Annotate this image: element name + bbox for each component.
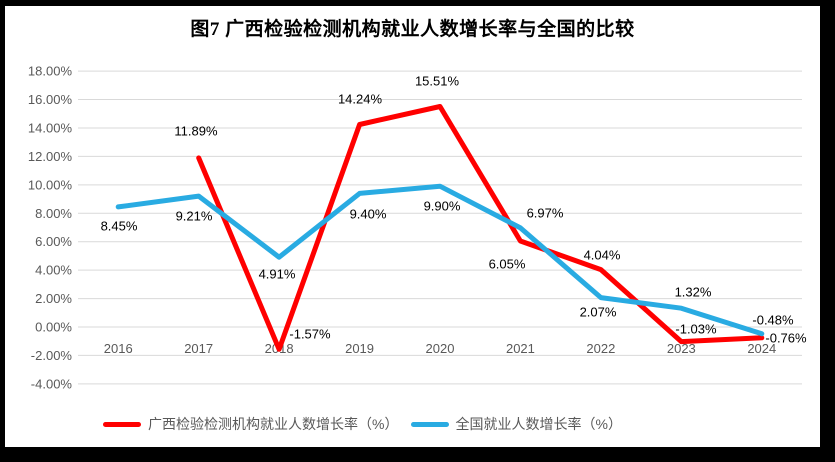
- legend-label-guangxi: 广西检验检测机构就业人数增长率（%）: [148, 416, 399, 432]
- svg-text:2016: 2016: [104, 341, 133, 356]
- svg-text:2017: 2017: [184, 341, 213, 356]
- legend-item-guangxi: 广西检验检测机构就业人数增长率（%）: [103, 414, 399, 434]
- svg-text:18.00%: 18.00%: [28, 64, 73, 79]
- chart-title: 图7 广西检验检测机构就业人数增长率与全国的比较: [190, 19, 635, 40]
- svg-text:11.89%: 11.89%: [174, 124, 218, 139]
- line-chart-canvas: 18.00% 16.00% 14.00% 12.00% 10.00% 8.00% 6.00%…: [28, 64, 807, 392]
- svg-text:2021: 2021: [506, 341, 535, 356]
- legend-item-national: 全国就业人数增长率（%）: [410, 414, 622, 434]
- svg-text:6.97%: 6.97%: [527, 206, 564, 221]
- legend-swatch-blue-line: [410, 421, 449, 427]
- svg-text:16.00%: 16.00%: [28, 92, 73, 107]
- svg-text:9.21%: 9.21%: [176, 209, 213, 224]
- svg-text:8.45%: 8.45%: [101, 219, 138, 234]
- chart-area: 图7 广西检验检测机构就业人数增长率与全国的比较 18.00% 16.00% 14.…: [5, 6, 820, 447]
- svg-text:2020: 2020: [426, 341, 455, 356]
- svg-text:9.90%: 9.90%: [424, 199, 461, 214]
- svg-text:2019: 2019: [345, 341, 374, 356]
- svg-text:4.91%: 4.91%: [259, 267, 296, 282]
- svg-text:8.00%: 8.00%: [35, 206, 72, 221]
- svg-text:-4.00%: -4.00%: [31, 376, 73, 391]
- svg-text:2022: 2022: [586, 341, 615, 356]
- svg-text:2023: 2023: [667, 341, 696, 356]
- svg-text:10.00%: 10.00%: [28, 177, 73, 192]
- svg-text:2024: 2024: [747, 341, 776, 356]
- legend-label-national: 全国就业人数增长率（%）: [455, 416, 622, 432]
- svg-text:4.00%: 4.00%: [35, 263, 72, 278]
- svg-text:-0.48%: -0.48%: [752, 313, 794, 328]
- svg-text:-2.00%: -2.00%: [31, 348, 73, 363]
- svg-text:12.00%: 12.00%: [28, 149, 73, 164]
- svg-text:2.07%: 2.07%: [580, 305, 617, 320]
- svg-text:-1.03%: -1.03%: [675, 322, 717, 337]
- chart-legend: 广西检验检测机构就业人数增长率（%） 全国就业人数增长率（%）: [0, 413, 770, 435]
- svg-text:0.00%: 0.00%: [35, 320, 72, 335]
- svg-text:6.05%: 6.05%: [489, 257, 526, 272]
- svg-text:2.00%: 2.00%: [35, 291, 72, 306]
- legend-swatch-red-line: [103, 421, 142, 427]
- svg-text:9.40%: 9.40%: [350, 207, 387, 222]
- svg-text:1.32%: 1.32%: [675, 285, 712, 300]
- svg-text:14.00%: 14.00%: [28, 120, 73, 135]
- svg-text:15.51%: 15.51%: [415, 74, 460, 89]
- svg-text:-0.76%: -0.76%: [765, 331, 807, 346]
- svg-text:14.24%: 14.24%: [338, 92, 383, 107]
- svg-text:4.04%: 4.04%: [584, 248, 621, 263]
- svg-text:-1.57%: -1.57%: [289, 327, 331, 342]
- svg-text:6.00%: 6.00%: [35, 234, 72, 249]
